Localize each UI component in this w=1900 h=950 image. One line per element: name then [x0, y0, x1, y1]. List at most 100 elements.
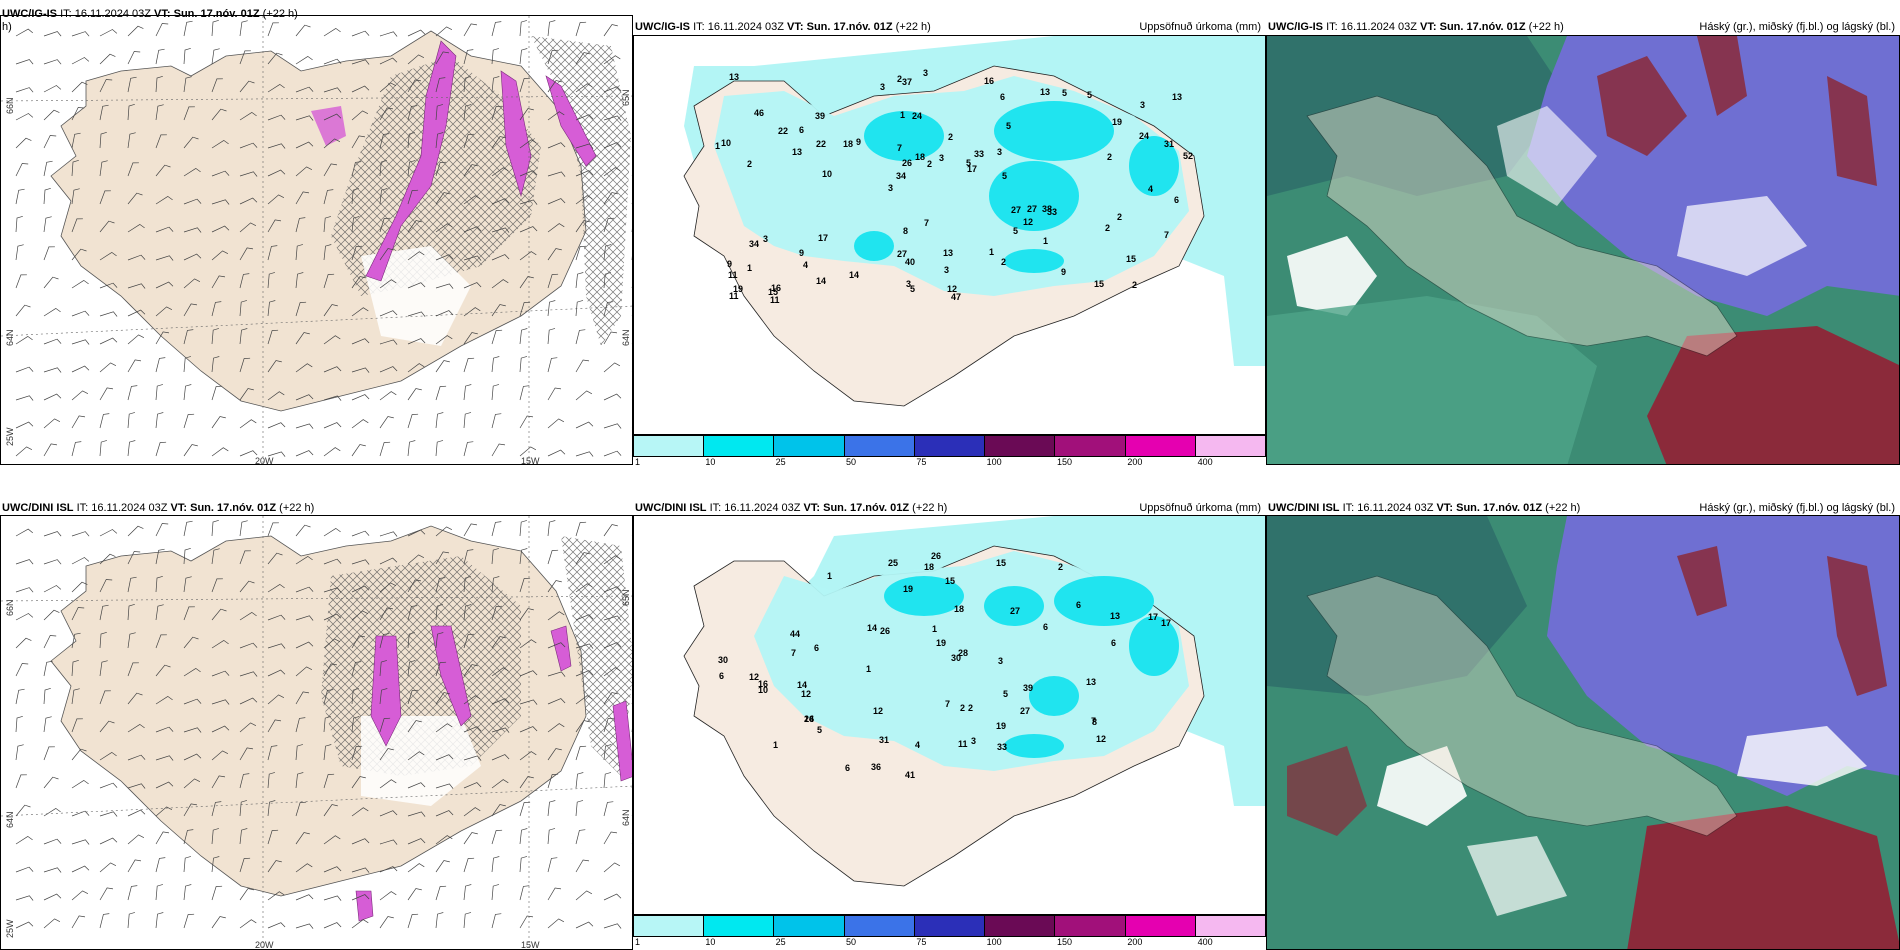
precip-value-label: 13: [943, 248, 953, 258]
wind-barb: [603, 555, 621, 565]
wind-barb: [379, 748, 394, 761]
wind-barb: [519, 856, 528, 873]
precip-value-label: 12: [801, 689, 811, 699]
row2-cloud-map[interactable]: [1266, 515, 1900, 950]
wind-barb: [379, 582, 397, 593]
wind-barb: [127, 834, 145, 845]
wind-barb: [491, 136, 506, 149]
precip-value-label: 6: [719, 671, 724, 681]
wind-barb: [603, 393, 622, 401]
wind-barb: [43, 187, 51, 205]
wind-barb: [547, 748, 562, 761]
wind-barb: [575, 921, 594, 929]
row1-cloud-map[interactable]: [1266, 35, 1900, 465]
wind-barb: [575, 643, 594, 649]
wind-barb: [351, 419, 369, 429]
wind-barb: [183, 136, 199, 149]
wind-barb: [547, 857, 558, 873]
wind-barb: [323, 773, 335, 789]
wind-barb: [519, 301, 531, 317]
row2-cloud-header: UWC/DINI ISL IT: 16.11.2024 03Z VT: Sun.…: [1268, 502, 1580, 515]
wind-barb: [267, 52, 283, 65]
wind-barb: [407, 888, 422, 901]
wind-barb: [267, 272, 276, 289]
wind-barb: [295, 450, 314, 457]
wind-barb: [99, 913, 110, 929]
wind-barb: [603, 167, 621, 177]
precip-value-label: 1: [900, 110, 905, 120]
wind-barb: [435, 810, 454, 817]
wind-barb: [435, 254, 454, 261]
wind-barb: [491, 727, 510, 733]
wind-barb: [575, 21, 587, 37]
wind-barb: [99, 104, 109, 121]
wind-barbs: [15, 519, 632, 929]
wind-barb: [519, 577, 531, 593]
row2-cloud-title: Háský (gr.), miðský (fj.bl.) og lágský (…: [1699, 502, 1895, 514]
wind-barb: [323, 922, 342, 929]
wind-barb: [575, 390, 593, 401]
wind-barb: [575, 170, 594, 177]
wind-barb: [351, 444, 366, 457]
wind-barb: [407, 913, 419, 929]
wind-barb: [155, 306, 173, 317]
wind-barb: [239, 20, 248, 37]
row2-wind-map[interactable]: 20W 15W 66N 64N 25W 65N 64N: [0, 515, 633, 950]
colorbar-swatch: [634, 436, 705, 456]
wind-barb: [155, 441, 167, 457]
wind-barb: [575, 245, 587, 261]
row1-precip-labels: 2233516123911424333346375227243427263913…: [715, 68, 1193, 305]
wind-barb: [15, 637, 32, 649]
wind-barb: [463, 23, 478, 37]
wind-barb: [239, 142, 258, 149]
precip-value-label: 39: [1023, 683, 1033, 693]
wind-barb: [547, 918, 565, 929]
wind-barb: [183, 667, 201, 677]
wind-barb: [323, 27, 341, 37]
wind-barb: [15, 395, 34, 401]
precip-value-label: 2: [1132, 280, 1137, 290]
wind-barb: [575, 521, 587, 537]
wind-barb: [183, 803, 198, 817]
wind-barb: [71, 159, 79, 177]
precip-value-label: 3: [997, 147, 1002, 157]
wind-barb: [99, 887, 114, 901]
wind-barb: [575, 272, 584, 289]
wind-barb: [155, 912, 164, 929]
wind-barb: [323, 447, 341, 457]
wind-barb: [43, 609, 60, 621]
precip-value-label: 5: [1003, 689, 1008, 699]
precip-value-label: 5: [1087, 90, 1092, 100]
wind-barb: [407, 811, 426, 817]
wind-barb: [71, 718, 83, 733]
precip-value-label: 1: [866, 664, 871, 674]
precip-value-label: 13: [792, 147, 802, 157]
precip-value-label: 6: [799, 125, 804, 135]
colorbar-swatch: [985, 436, 1056, 456]
wind-barb: [71, 81, 88, 93]
wind-barb: [575, 143, 594, 149]
row1-precip-map[interactable]: 2 2 3 3 5 16 1 2 3 9 11 4 24 33 33 46 37 52 27 24 34 27 26 39 13…: [633, 35, 1266, 435]
wind-barb: [351, 85, 370, 93]
row1-wind-map[interactable]: 20W 15W 66N 64N 25W 65N 64N: [0, 15, 633, 465]
wind-barb: [491, 856, 500, 873]
wind-barb: [547, 671, 566, 677]
wind-barb: [239, 919, 257, 929]
wind-barb: [351, 559, 370, 565]
wind-barb: [99, 131, 107, 149]
wind-barb: [127, 859, 142, 873]
wind-barb: [379, 839, 398, 845]
colorbar-label: 100: [986, 457, 1002, 467]
wind-barb: [295, 923, 314, 929]
precip-value-label: 6: [1111, 638, 1116, 648]
wind-barb: [99, 811, 118, 817]
wind-barb: [519, 139, 537, 149]
wind-barb: [127, 525, 144, 537]
wind-barb: [519, 415, 534, 429]
wind-barb: [407, 282, 426, 289]
row2-precip-map[interactable]: 1 2 1 6 2 6 12 16 13 6 12 26 27 30 41 25 12 30 24 36 33 18 19 2…: [633, 515, 1266, 915]
wind-barb: [267, 552, 283, 565]
wind-barb: [463, 357, 475, 373]
wind-barb: [435, 223, 453, 233]
precip-value-label: 2: [1105, 223, 1110, 233]
